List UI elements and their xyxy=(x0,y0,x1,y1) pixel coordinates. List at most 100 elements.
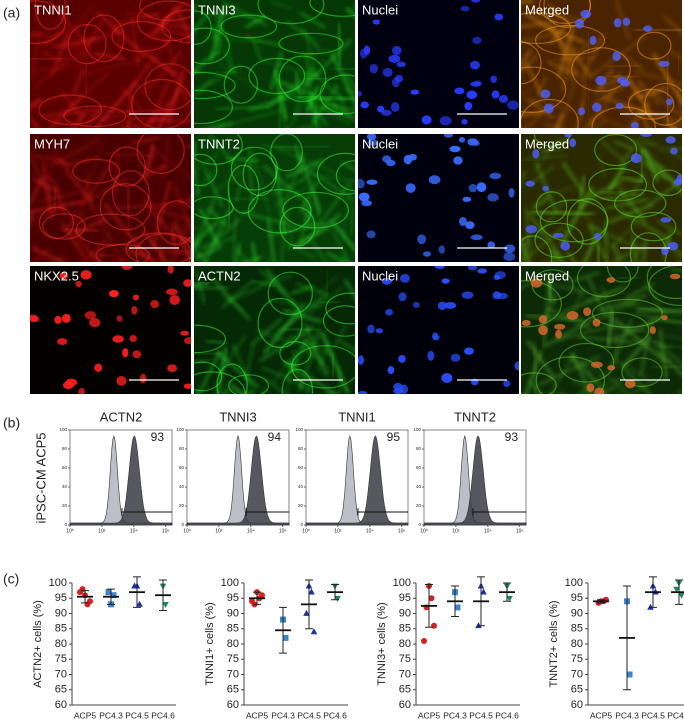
nucleus xyxy=(461,118,468,125)
fiber xyxy=(107,28,130,34)
nucleus xyxy=(427,350,435,361)
nucleus xyxy=(532,148,540,159)
fiber xyxy=(247,93,295,112)
fiber xyxy=(558,271,599,312)
fiber xyxy=(42,161,54,220)
fiber xyxy=(39,191,79,203)
fiber xyxy=(212,28,236,77)
nucleus xyxy=(554,323,566,330)
data-point xyxy=(431,622,437,629)
nucleus xyxy=(428,175,441,185)
fiber xyxy=(521,235,530,262)
fiber xyxy=(113,255,129,262)
data-point xyxy=(428,595,435,602)
cell-outline xyxy=(42,213,86,240)
nucleus xyxy=(94,363,103,373)
flow-y-tick-label: 40 xyxy=(298,484,304,489)
fiber xyxy=(578,336,645,345)
fiber xyxy=(132,117,191,123)
fiber xyxy=(642,239,648,262)
fiber xyxy=(347,8,355,16)
fiber xyxy=(322,104,355,112)
nucleus xyxy=(466,90,478,100)
fiber xyxy=(295,282,327,295)
fiber xyxy=(607,319,633,373)
nucleus xyxy=(624,379,636,389)
micrograph-content xyxy=(521,0,682,128)
nucleus xyxy=(358,192,370,202)
nucleus xyxy=(132,350,142,359)
channel-label: Merged xyxy=(525,136,569,151)
nucleus xyxy=(78,387,85,394)
fiber xyxy=(308,236,327,262)
fiber xyxy=(144,144,155,177)
nucleus xyxy=(514,361,519,371)
fiber xyxy=(525,62,545,99)
flow-x-tick-label: 10⁰ xyxy=(302,528,310,534)
fiber xyxy=(596,245,600,262)
y-tick-label: 60 xyxy=(571,699,583,711)
y-axis-title: ACTN2+ cells (%) xyxy=(32,600,44,688)
channel-label: TNNT2 xyxy=(198,136,240,151)
fiber xyxy=(30,34,41,80)
fiber xyxy=(194,69,200,73)
fiber xyxy=(267,299,322,308)
data-point xyxy=(673,586,680,593)
flow-percent: 95 xyxy=(387,430,401,444)
y-tick-label: 65 xyxy=(55,684,67,696)
fiber xyxy=(669,268,682,271)
nucleus xyxy=(441,373,453,384)
y-tick-label: 60 xyxy=(227,699,239,711)
micrograph-content xyxy=(30,134,191,262)
fiber xyxy=(332,103,355,122)
cell-outline xyxy=(139,0,191,22)
cell-outline xyxy=(220,14,278,39)
nucleus xyxy=(669,273,681,280)
data-point xyxy=(421,637,427,644)
fiber xyxy=(251,317,283,346)
nucleus xyxy=(578,107,586,116)
data-point xyxy=(162,601,169,608)
fiber xyxy=(32,177,57,192)
flow-y-tick-label: 80 xyxy=(62,446,68,451)
fiber xyxy=(317,182,350,228)
fiber xyxy=(587,86,590,123)
nucleus xyxy=(84,311,97,320)
cell-outline xyxy=(257,0,325,25)
cell-outline xyxy=(75,213,146,246)
fiber xyxy=(650,89,682,119)
channel-label: TNNI1 xyxy=(34,2,72,17)
nucleus xyxy=(560,241,571,251)
fiber xyxy=(112,21,124,55)
micrograph: Merged xyxy=(521,266,682,394)
fiber xyxy=(297,327,331,374)
fiber xyxy=(31,49,84,89)
x-tick-label: PC4.6 xyxy=(495,710,519,720)
fiber xyxy=(30,117,39,128)
fiber xyxy=(152,181,171,249)
nucleus xyxy=(358,355,365,365)
fiber xyxy=(611,250,634,262)
fiber xyxy=(599,294,647,312)
nucleus xyxy=(465,221,475,229)
nucleus xyxy=(129,335,137,342)
nucleus xyxy=(399,273,410,283)
nucleus xyxy=(369,63,379,74)
fiber xyxy=(286,339,308,377)
nucleus xyxy=(458,136,466,143)
x-tick-label: ACP5 xyxy=(590,710,612,720)
fiber xyxy=(582,212,627,262)
nucleus xyxy=(665,98,674,106)
fiber xyxy=(342,183,352,242)
fiber xyxy=(613,318,667,363)
cell-outline xyxy=(521,41,542,85)
nucleus xyxy=(390,102,400,113)
x-tick-label: PC4.3 xyxy=(271,710,295,720)
fiber xyxy=(534,200,566,240)
nucleus xyxy=(433,334,440,341)
nucleus xyxy=(116,376,127,386)
fiber xyxy=(194,170,200,198)
flow-x-tick-label: 10² xyxy=(452,528,460,534)
y-tick-label: 75 xyxy=(571,653,583,665)
fiber xyxy=(251,386,254,394)
